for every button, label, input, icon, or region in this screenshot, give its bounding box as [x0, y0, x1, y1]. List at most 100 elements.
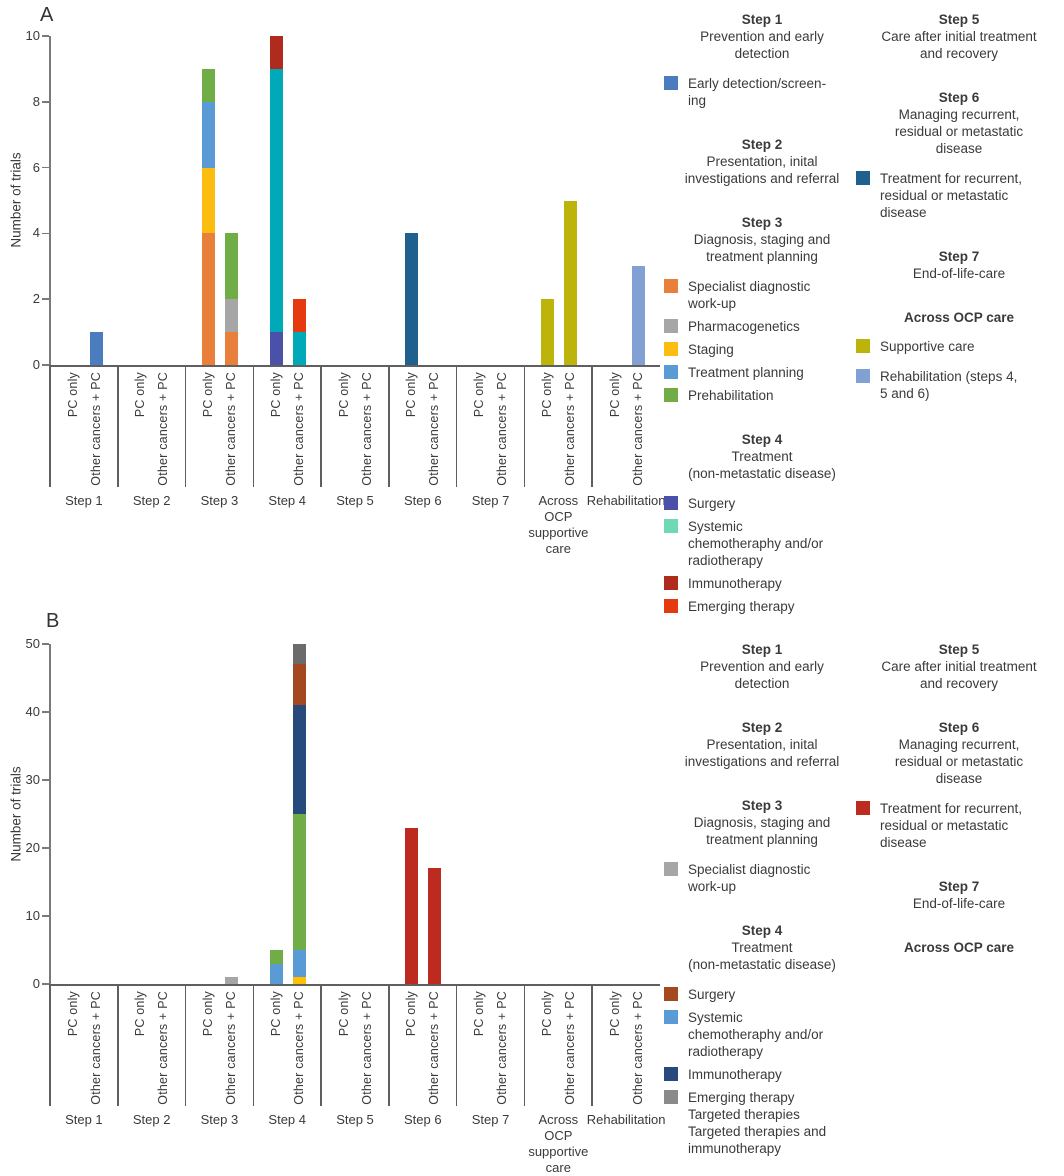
bar-segment [292, 705, 306, 814]
x-bar-label: Other cancers + PC [88, 372, 103, 486]
x-bar-label: PC only [472, 372, 487, 418]
x-group-label: Step 3 [200, 493, 239, 508]
legend-item: Treatment for recurrent, residual or met… [856, 800, 1062, 851]
legend-item: Treatment planning [664, 364, 860, 381]
x-bar-label: PC only [65, 991, 80, 1037]
group-separator [455, 984, 458, 1106]
group-separator [184, 365, 187, 487]
legend-item: Immunotherapy [664, 575, 860, 592]
x-group-label: Rehabilitation [586, 1112, 666, 1127]
x-group-label: Step 2 [132, 493, 171, 508]
legend-swatch [856, 171, 870, 185]
y-axis-tick [42, 298, 49, 300]
bar-segment [564, 200, 578, 365]
x-bar-label: Other cancers + PC [495, 372, 510, 486]
group-separator [523, 365, 526, 487]
legend-item: Systemic chemotheraphy and/or radiothera… [664, 1009, 860, 1060]
legend-item-group: Surgery Systemic chemotheraphy and/or rad… [664, 495, 860, 615]
y-tick-label: 40 [25, 704, 40, 719]
legend-step-subtitle: End-of-life-care [912, 266, 1006, 281]
y-axis-tick [42, 779, 49, 781]
x-bar-label: PC only [404, 991, 419, 1037]
panel-a-legend-column-2: Step 5 Care after initial treatment and r… [856, 12, 1062, 402]
legend-label: Immunotherapy [688, 1067, 782, 1082]
x-group-label: Step 4 [268, 1112, 307, 1127]
panel-b: B Number of trials 0 10 20 30 40 50 PC only Oth… [0, 596, 1064, 1176]
bar-segment [428, 868, 442, 984]
x-bar-label: Other cancers + PC [359, 991, 374, 1105]
x-bar-label: Other cancers + PC [630, 372, 645, 486]
legend-label: Early detection/screen- ing [688, 76, 827, 108]
legend-item: Prehabilitation [664, 387, 860, 404]
y-axis-tick [42, 711, 49, 713]
x-bar-label: PC only [472, 991, 487, 1037]
legend-item-group: Treatment for recurrent, residual or met… [856, 800, 1062, 851]
x-group-label: Step 1 [65, 1112, 103, 1127]
legend-swatch [664, 599, 678, 613]
group-separator [591, 984, 593, 1106]
x-bar-label: Other cancers + PC [224, 991, 239, 1105]
legend-item-group: Rehabilitation (steps 4, 5 and 6) [856, 368, 1062, 402]
legend-label: Systemic chemotheraphy and/or radiothera… [688, 1010, 824, 1059]
x-group-label: Step 4 [268, 493, 307, 508]
legend-swatch [664, 1090, 678, 1104]
legend-swatch [856, 339, 870, 353]
legend-item: Supportive care [856, 338, 1062, 355]
legend-item: Staging [664, 341, 860, 358]
x-bar-label: PC only [133, 372, 148, 418]
x-bar-label: PC only [539, 372, 554, 418]
y-tick-label: 8 [32, 93, 40, 109]
panel-a-chart: 0 2 4 6 8 10 PC only Other cancers + PC Step 1 PC… [25, 28, 666, 556]
y-tick-label: 0 [32, 357, 40, 372]
legend-step-heading: Step 2 [741, 137, 783, 152]
y-tick-label: 10 [25, 908, 40, 923]
legend-label: Prehabilitation [688, 388, 774, 403]
legend-swatch [664, 319, 678, 333]
legend-label: Emerging therapy [688, 599, 795, 614]
group-separator [388, 984, 390, 1106]
legend-step-subtitle: Prevention and early detection [700, 29, 824, 61]
x-bar-label: Other cancers + PC [359, 372, 374, 486]
legend-item: Immunotherapy [664, 1066, 860, 1083]
legend-item-group: Specialist diagnostic work-up Pharmacogen… [664, 278, 860, 404]
group-separator [320, 365, 322, 487]
panel-b-chart: 0 10 20 30 40 50 PC only Other cancers + PC Step… [0, 596, 1064, 1176]
group-separator [320, 984, 322, 1106]
x-bar-label: Other cancers + PC [495, 991, 510, 1105]
legend-swatch [856, 369, 870, 383]
x-bar-label: PC only [404, 372, 419, 418]
legend-item: Emerging therapy Targeted therapies Targ… [664, 1089, 860, 1157]
x-group-label: Step 2 [132, 1112, 171, 1127]
legend-step-heading: Step 1 [741, 12, 783, 27]
legend-step-subtitle: Managing recurrent, residual or metastat… [894, 737, 1024, 786]
y-tick-label: 2 [32, 291, 40, 307]
legend-step-subtitle: Care after initial treatment and recover… [881, 29, 1037, 61]
legend-swatch [664, 1067, 678, 1081]
legend-label: Treatment for recurrent, residual or met… [880, 171, 1023, 220]
bar-segment [405, 827, 419, 984]
y-axis-tick [42, 847, 49, 849]
legend-swatch [664, 388, 678, 402]
group-separator [117, 365, 119, 487]
bar-segment [89, 332, 103, 365]
y-axis [49, 644, 51, 984]
group-separator [523, 984, 526, 1106]
legend-item-group: Surgery Systemic chemotheraphy and/or rad… [664, 986, 860, 1157]
legend-step-subtitle: Managing recurrent, residual or metastat… [894, 107, 1024, 156]
y-tick-label: 10 [25, 28, 40, 43]
panel-b-label: B [46, 610, 60, 632]
legend-swatch [664, 342, 678, 356]
bar-segment [292, 332, 306, 365]
panel-a-legend-column-1: Step 1 Prevention and early detection Earl… [664, 12, 860, 615]
panel-a-label: A [40, 4, 54, 26]
group-separator [388, 365, 390, 487]
bar-segment [405, 233, 419, 365]
legend-step-heading: Step 6 [938, 720, 980, 735]
x-group-label: Step 7 [471, 493, 510, 508]
x-bar-label: Other cancers + PC [563, 991, 578, 1105]
bar-segment [292, 644, 306, 665]
x-axis [49, 365, 660, 367]
bar-segment [292, 299, 306, 333]
legend-step-subtitle: Prevention and early detection [700, 659, 824, 691]
legend-step-subtitle: Presentation, inital investigations and … [684, 737, 840, 769]
